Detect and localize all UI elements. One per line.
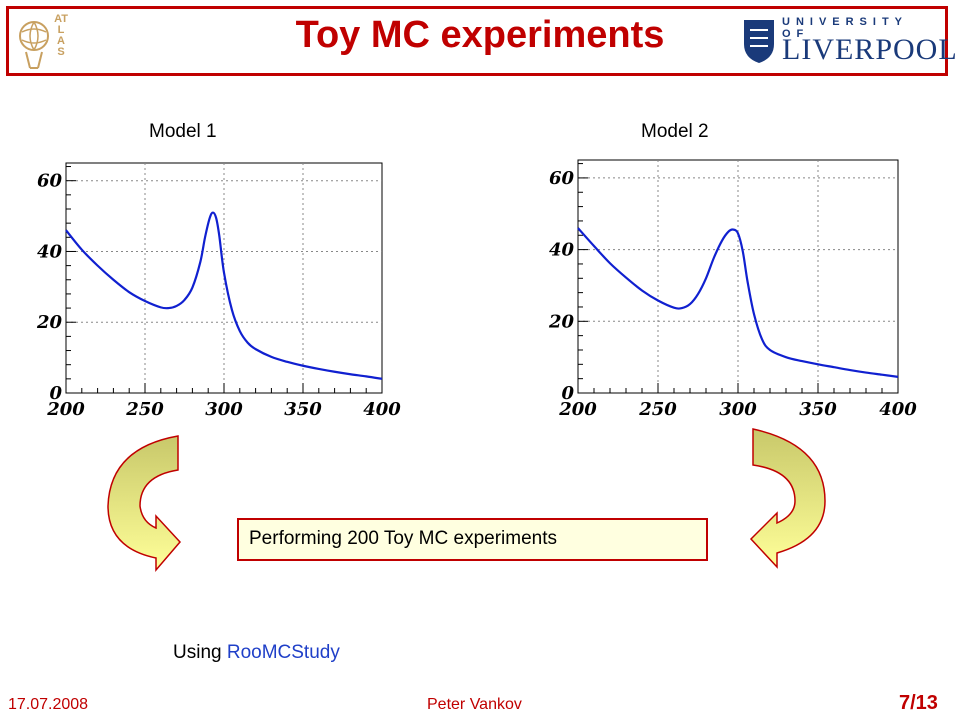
page-number: 7/13 — [899, 692, 938, 714]
y-tick-label: 20 — [548, 311, 575, 332]
x-tick-label: 400 — [363, 399, 401, 420]
model1-chart: 200 250 300 350 400 0 20 40 60 — [36, 162, 401, 420]
x-tick-label: 250 — [638, 399, 677, 420]
y-tick-label: 0 — [561, 383, 574, 404]
y-tick-label: 40 — [549, 240, 575, 261]
slide-title: Toy MC experiments — [295, 14, 665, 56]
footer-date: 17.07.2008 — [8, 696, 89, 713]
university-logo-top: UNIVERSITY OF — [782, 16, 908, 40]
university-logo-main: LIVERPOOL — [782, 33, 958, 66]
liverpool-crest-icon — [744, 20, 774, 63]
using-line: Using RooMCStudy — [173, 642, 340, 664]
title-frame — [6, 6, 948, 76]
y-tick-label: 60 — [37, 171, 63, 192]
series-line — [65, 211, 383, 380]
footer-author: Peter Vankov — [427, 696, 522, 713]
series-line — [577, 227, 899, 378]
y-tick-label: 20 — [36, 312, 63, 333]
x-tick-label: 350 — [284, 399, 322, 420]
model1-label: Model 1 — [149, 121, 217, 142]
left-curved-arrow-icon — [107, 435, 182, 573]
right-curved-arrow-icon — [749, 428, 826, 569]
model2-chart: 200 250 300 350 400 0 20 40 60 — [548, 159, 917, 420]
y-tick-label: 0 — [49, 383, 62, 404]
x-tick-label: 300 — [205, 399, 243, 420]
y-tick-label: 60 — [549, 168, 575, 189]
x-tick-label: 200 — [46, 399, 85, 420]
atlas-logo: ATLAS — [12, 12, 70, 72]
plots-area: 200 250 300 350 400 0 20 40 60 200 250 300 350 400 0 2… — [36, 159, 917, 420]
x-tick-label: 400 — [879, 399, 917, 420]
roomcstudy-link[interactable]: RooMCStudy — [226, 642, 340, 663]
experiments-box — [237, 518, 708, 561]
university-logo: UNIVERSITY OF LIVERPOOL — [742, 16, 957, 72]
y-tick-label: 40 — [37, 241, 63, 262]
experiments-text: Performing 200 Toy MC experiments — [249, 528, 557, 549]
x-tick-label: 250 — [125, 399, 164, 420]
atlas-logo-text: ATLAS — [54, 13, 68, 58]
x-tick-label: 300 — [719, 399, 757, 420]
model2-label: Model 2 — [641, 121, 709, 142]
x-tick-label: 350 — [799, 399, 837, 420]
x-tick-label: 200 — [558, 399, 597, 420]
using-prefix: Using — [173, 642, 222, 663]
